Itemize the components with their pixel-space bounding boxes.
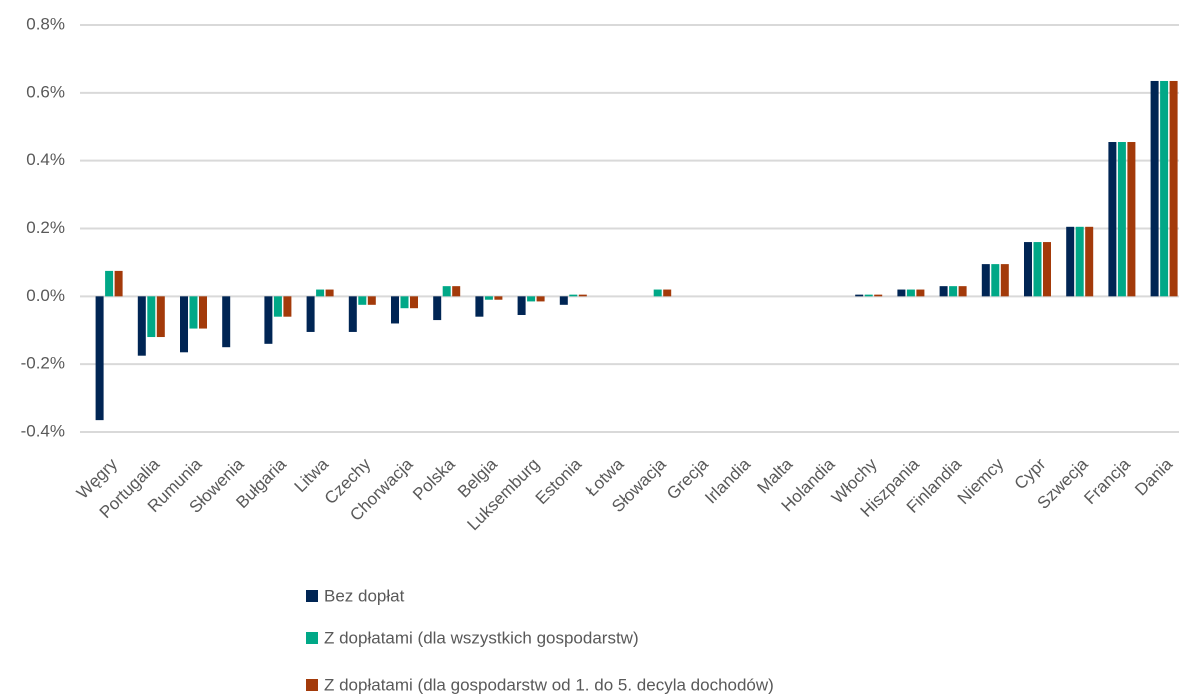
legend-swatch [306,679,318,691]
legend-label: Z dopłatami (dla wszystkich gospodarstw) [324,628,639,647]
bar [475,296,484,317]
bar [569,294,578,297]
bar [1117,142,1126,297]
bar [897,289,906,297]
bar [156,296,165,338]
bar [939,286,948,297]
bar [391,296,399,324]
bar [527,296,536,302]
bar [283,296,292,317]
legend-label: Bez dopłat [324,586,405,605]
bar [906,289,915,297]
bar [325,289,334,297]
bar [316,289,325,297]
bar [1108,142,1117,297]
y-tick-label: 0.4% [26,150,65,169]
legend-swatch [306,590,318,602]
bar [874,294,883,297]
bar [222,296,231,348]
x-tick-label: Cypr [1011,454,1050,493]
bar [180,296,188,353]
bar [114,270,123,297]
bar [517,296,526,315]
bar [442,286,451,297]
x-tick-label: Niemcy [954,454,1008,508]
bar [578,294,587,297]
bar [137,296,146,356]
bar [199,296,207,329]
bar [95,296,104,421]
y-tick-label: -0.4% [21,421,65,440]
bar [452,286,461,297]
bar [433,296,442,321]
x-tick-label: Polska [409,454,459,504]
bar [1033,242,1042,297]
bar [494,296,503,300]
bar [367,296,376,305]
bar [663,289,672,297]
x-tick-label: Francja [1080,454,1134,508]
bar [864,294,873,297]
bar [991,264,1000,297]
bar [1043,242,1051,297]
y-tick-label: 0.0% [26,286,65,305]
bar [1150,80,1159,297]
bar [916,289,925,297]
legend-label: Z dopłatami (dla gospodarstw od 1. do 5.… [324,675,774,694]
bar [653,289,662,297]
bar [958,286,967,297]
bar [949,286,958,297]
bar [1169,80,1178,297]
bar [348,296,357,332]
bar [1085,226,1094,297]
bar [1160,80,1169,297]
bar [559,296,568,305]
bar [147,296,156,338]
legend-swatch [306,632,318,644]
bar [189,296,198,329]
bar [273,296,282,317]
y-tick-label: 0.6% [26,82,65,101]
y-tick-label: 0.8% [26,14,65,33]
bar [410,296,418,309]
bar [306,296,315,332]
y-tick-label: -0.2% [21,354,65,373]
bar [1000,264,1009,297]
y-tick-label: 0.2% [26,218,65,237]
bar [484,296,493,300]
bar [358,296,367,305]
bar [536,296,545,302]
bar [1127,142,1136,297]
bar [855,294,864,297]
x-tick-label: Irlandia [701,454,754,507]
bar [264,296,273,344]
x-tick-label: Estonia [532,454,586,508]
bar [1066,226,1075,297]
bar [1075,226,1084,297]
bar [1024,242,1032,297]
x-tick-label: Dania [1131,454,1176,499]
bar [105,270,114,297]
bar [400,296,409,309]
bar [981,264,990,297]
